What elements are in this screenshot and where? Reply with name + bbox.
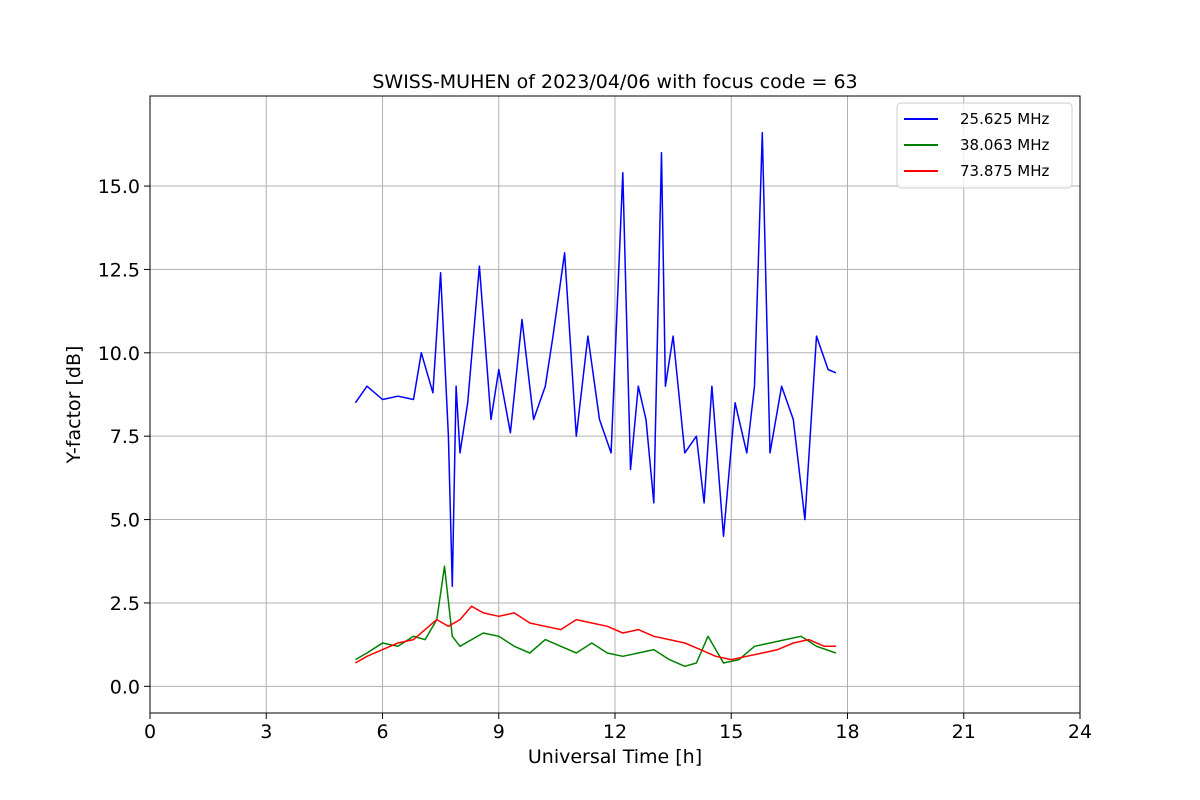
y-tick-label: 5.0 [110,510,140,532]
series-line-1 [355,565,837,668]
y-tick-label: 7.5 [110,426,140,448]
grid [149,96,1081,713]
series-layer [354,131,837,668]
y-tick-label: 12.5 [98,259,140,281]
y-axis-label: Y-factor [dB] [63,346,85,465]
series-line-2 [355,605,836,664]
x-tick-label: 21 [952,721,976,743]
legend-label: 38.063 MHz [960,136,1049,154]
x-tick-label: 6 [376,721,388,743]
ticks: 0 3 6 9 12 15 18 21 24 0.0 2.5 5.0 7.5 10.0 12.5 15.0 [98,176,1092,743]
legend-box [896,102,1073,189]
x-axis-label: Universal Time [h] [528,746,702,768]
y-tick-label: 15.0 [98,176,140,198]
legend: 25.625 MHz 38.063 MHz 73.875 MHz [896,102,1073,189]
legend-label: 25.625 MHz [960,110,1049,128]
y-tick-label: 10.0 [98,343,140,365]
series-line-0 [354,131,837,588]
x-tick-label: 9 [493,721,505,743]
y-tick-label: 2.5 [110,593,140,615]
x-tick-label: 12 [603,721,627,743]
legend-label: 73.875 MHz [960,162,1049,180]
y-tick-label: 0.0 [110,676,140,698]
chart-title: SWISS-MUHEN of 2023/04/06 with focus cod… [372,71,857,93]
x-tick-label: 18 [835,721,859,743]
x-tick-label: 15 [719,721,743,743]
x-tick-label: 0 [144,721,156,743]
x-tick-label: 24 [1068,721,1092,743]
x-tick-label: 3 [260,721,272,743]
